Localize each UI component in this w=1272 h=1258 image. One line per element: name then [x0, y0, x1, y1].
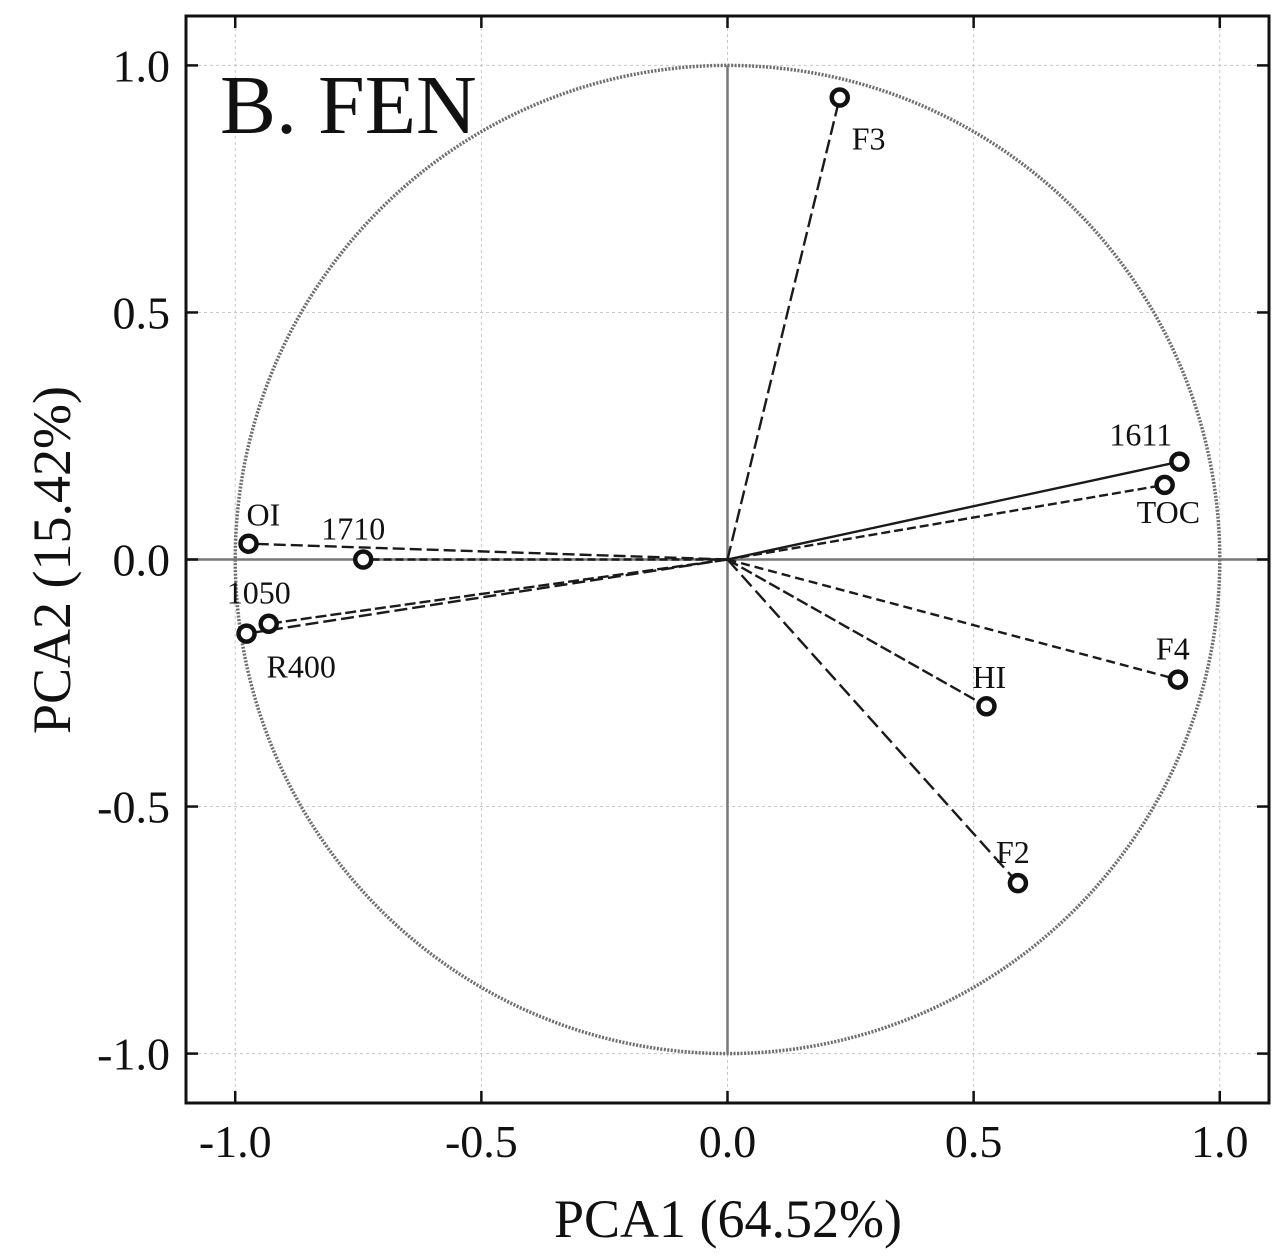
x-tick-label-4: 1.0	[1191, 1116, 1249, 1167]
loading-point-r400	[236, 623, 257, 644]
x-axis-title: PCA1 (64.52%)	[554, 1189, 902, 1249]
loading-point-f3	[829, 87, 850, 108]
loading-vector-1050	[268, 558, 728, 625]
loading-point-1050	[258, 613, 279, 634]
x-tick-label-3: 0.5	[945, 1116, 1003, 1167]
x-tick-label-2: 0.0	[699, 1116, 757, 1167]
loading-point-oi	[238, 533, 259, 554]
y-tick-label-4: 1.0	[113, 40, 171, 91]
loading-point-hi	[976, 695, 997, 717]
loading-vector-hi	[726, 558, 988, 708]
point-label-toc: TOC	[1137, 494, 1200, 530]
y-axis-title: PCA2 (15.42%)	[22, 386, 82, 734]
loading-point-toc	[1154, 474, 1175, 496]
loading-point-1611	[1169, 451, 1190, 472]
loading-point-f2	[1007, 872, 1029, 894]
loading-vectors	[246, 97, 1180, 884]
x-tick-label-1: -0.5	[445, 1116, 518, 1167]
ticks: -1.0 -0.5 0.0 0.5 1.0 -1.0 -0.5 0.0 0.5 1.0	[97, 16, 1269, 1167]
loading-point-1710	[352, 549, 374, 570]
loading-point-f4	[1167, 669, 1189, 690]
y-tick-label-1: -0.5	[97, 782, 170, 833]
loading-vector-oi	[248, 542, 728, 561]
y-tick-label-3: 0.5	[113, 287, 171, 338]
x-tick-label-0: -1.0	[199, 1116, 272, 1167]
loading-vector-f4	[727, 558, 1179, 681]
loading-vector-f2	[726, 558, 1019, 884]
loading-vector-toc	[727, 483, 1165, 561]
point-label-r400: R400	[267, 649, 336, 685]
point-labels: F3 1611 TOC OI 1710 1050 R400 F4 HI F2	[227, 121, 1200, 871]
point-label-1710: 1710	[321, 511, 385, 547]
loading-vector-1611	[727, 460, 1180, 561]
point-label-1611: 1611	[1109, 417, 1172, 453]
y-tick-label-0: -1.0	[97, 1029, 170, 1080]
panel-title: B. FEN	[220, 59, 477, 152]
loading-points	[236, 87, 1190, 894]
point-label-hi: HI	[972, 659, 1006, 695]
y-tick-label-2: 0.0	[113, 535, 171, 586]
loading-vector-r400	[246, 558, 728, 635]
point-label-1050: 1050	[227, 575, 291, 611]
point-label-f3: F3	[852, 121, 886, 157]
point-label-oi: OI	[247, 497, 281, 533]
point-label-f2: F2	[996, 834, 1030, 870]
point-label-f4: F4	[1156, 631, 1190, 667]
loading-vector-f3	[726, 97, 841, 560]
